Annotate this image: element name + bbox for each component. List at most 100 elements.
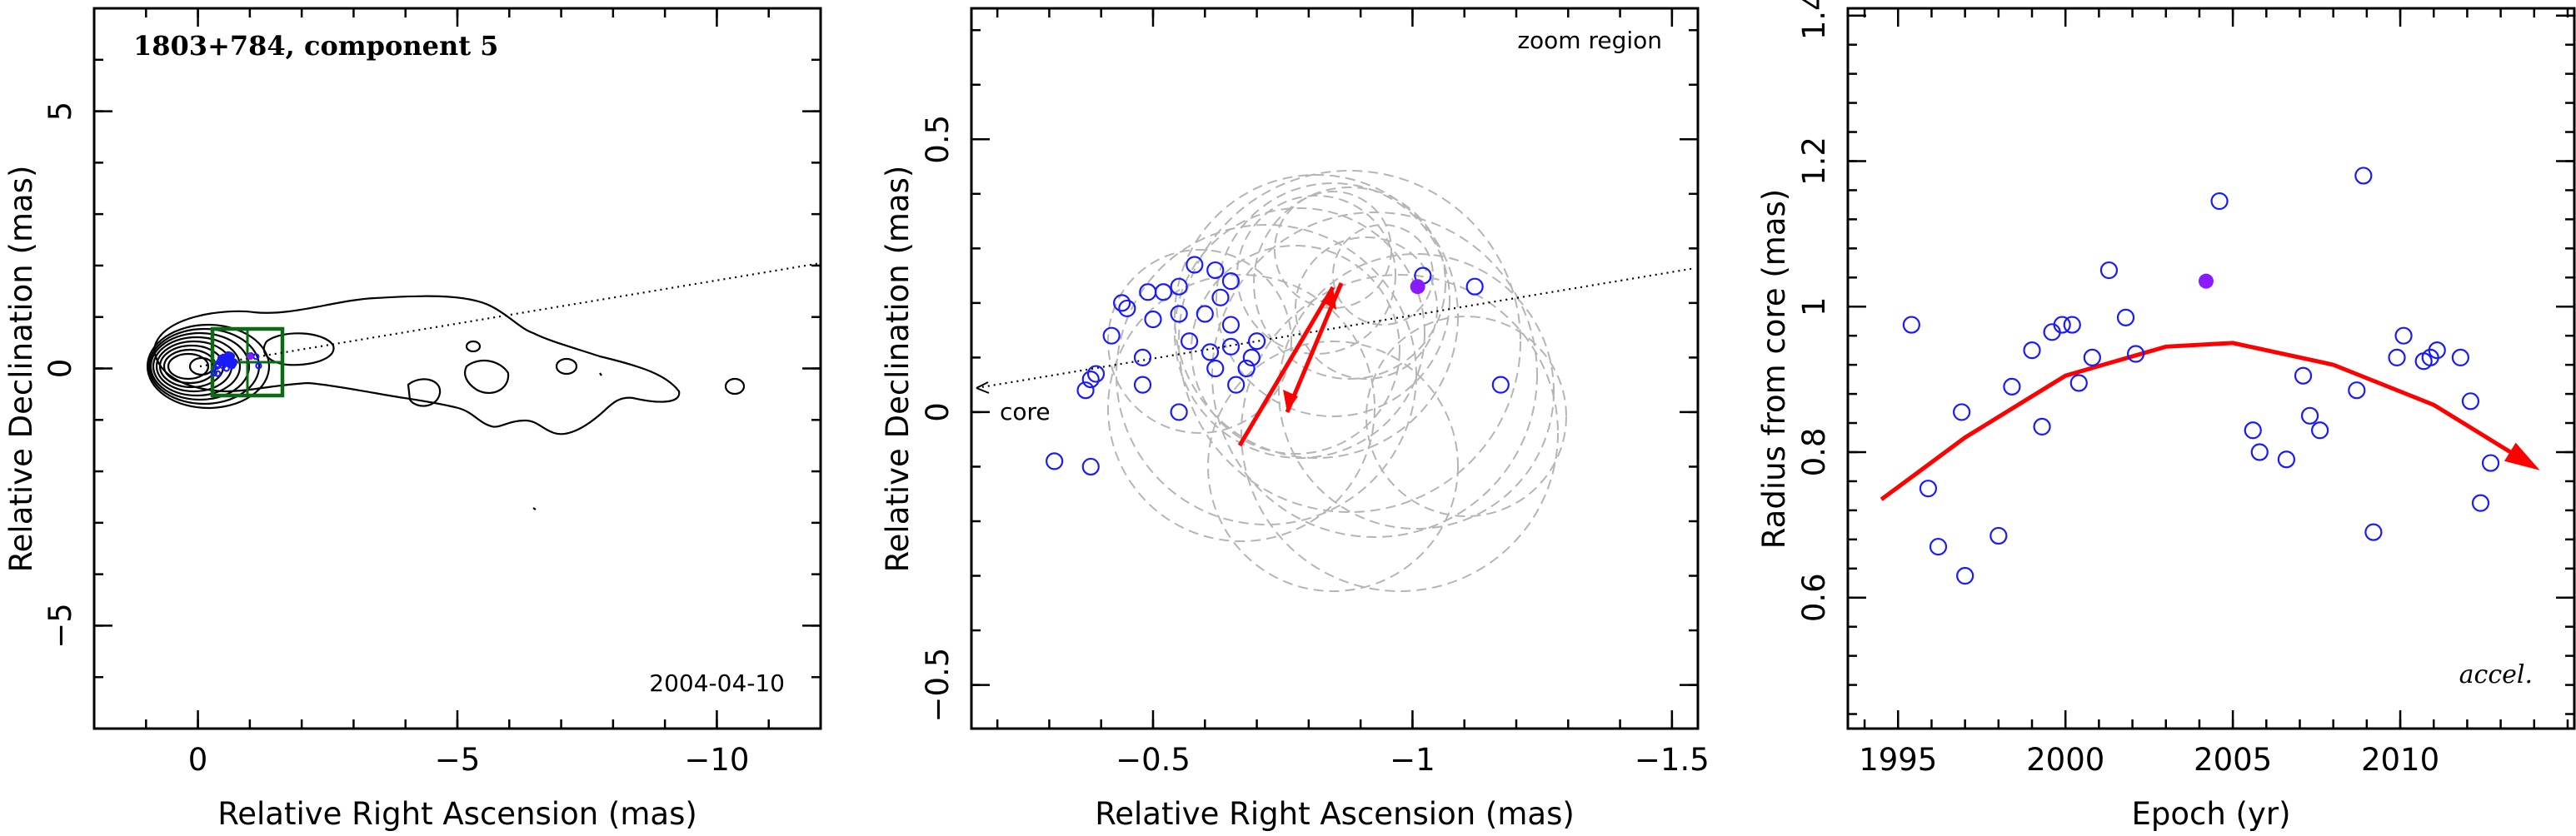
radius-measurement [2348,381,2366,400]
radius-measurement [2364,523,2383,541]
contour-knot-1 [262,332,335,366]
component-position [1237,359,1256,378]
contour-5 [152,336,242,397]
velocity-arrow-1 [1237,286,1335,447]
panel2-points [1046,256,1510,476]
component-position [1081,371,1100,389]
fit-curve-arrowhead [2504,442,2540,470]
velocity-arrow-2 [1285,282,1344,413]
radius-measurement [2354,167,2373,185]
contour-knot-3 [463,359,510,394]
component-position [1242,348,1261,366]
jet-direction-line-zoom [976,266,1696,390]
beam-circle [1207,341,1459,592]
y-tick-label: 1.4 [1796,0,1832,40]
panel2-ticks: −0.5 −1 −1.5 0.5 0 −0.5 [920,8,1710,778]
panel3-ticks: 1995 2000 2005 2010 0.6 0.8 1 1.2 1.4 [1796,0,2574,778]
component-position [1170,403,1188,421]
radius-measurement [2116,308,2135,326]
radius-measurement [2069,374,2088,392]
radius-measurement [2023,341,2041,360]
contour-blob [724,377,746,396]
component-position [1206,359,1225,378]
y-tick-label: −0.5 [920,648,956,723]
x-tick-label: 2010 [2361,742,2439,778]
y-tick-label: 0.8 [1796,428,1832,477]
radius-measurement [2428,341,2446,360]
component-position [1465,277,1484,296]
component-position [210,369,217,377]
y-tick-label: 0 [920,402,956,422]
panel1-xlabel: Relative Right Ascension (mas) [217,796,697,832]
radius-measurement [1953,403,1971,421]
radius-measurement [1929,537,1948,556]
radius-measurement [2210,192,2229,211]
radius-measurement [2126,345,2145,363]
component-position [1186,256,1204,274]
radius-measurement [1956,566,1974,585]
radius-measurement [2394,326,2413,345]
y-tick-label: 1.2 [1796,137,1832,186]
beam-circle [1107,274,1375,542]
beam-circle [1253,187,1446,380]
component-position [1154,283,1173,301]
beam-circle [1178,170,1521,513]
component-position [1046,452,1064,470]
component-position [1180,332,1199,351]
panel3-frame [1846,7,2576,730]
panel1-date: 2004-04-10 [649,669,785,697]
panel-2: −0.5 −1 −1.5 0.5 0 −0.5 zoom region core Rela… [880,7,1710,832]
beam-circle [1116,224,1417,525]
panel1-frame [92,7,822,730]
panel1-points [210,351,262,377]
beam-circle [1191,245,1400,455]
panel1-ticks: 0 −5 −10 5 0 −5 [42,7,822,778]
y-tick-label: 5 [42,102,78,122]
beam-circles [1107,170,1567,592]
radius-measurement [2481,454,2500,472]
x-tick-label: −0.5 [1116,742,1191,778]
beam-circle [1295,236,1438,380]
panel2-xlabel: Relative Right Ascension (mas) [1095,796,1575,832]
radius-measurement [2300,406,2319,425]
component-position [1102,326,1121,345]
contour-2 [146,323,271,410]
panel2-frame [970,7,1700,730]
component-position [1118,299,1136,318]
component-position [1133,348,1152,366]
component-position [1247,332,1266,351]
component-position [1139,283,1157,301]
radius-measurement [2003,377,2021,396]
radius-measurement [2451,348,2469,366]
y-tick-label: 0.6 [1796,573,1832,622]
radius-measurement [1989,526,2008,545]
component-position [1227,376,1246,394]
component-position [255,362,262,370]
panel1-contours [146,295,746,510]
outer-contour [152,295,681,435]
current-epoch-measurement [2198,273,2214,289]
panel3-ylabel: Radius from core (mas) [1756,189,1792,549]
panel1-title: 1803+784, component 5 [133,30,498,62]
radius-measurement [2310,421,2329,440]
radius-measurement [2250,443,2269,461]
beam-circle [1365,316,1567,517]
beam-circle [1332,224,1434,326]
contour-9 [167,352,210,381]
core-label: core [1000,398,1051,425]
beam-circle [1216,182,1450,417]
radius-measurement [2244,421,2262,440]
contour-4 [149,331,251,401]
radius-measurement [2083,348,2101,366]
panel2-ylabel: Relative Declination (mas) [880,166,916,573]
radius-measurement [2099,261,2119,280]
component-position [252,353,260,361]
accel-label: accel. [2459,660,2533,689]
y-tick-label: −5 [42,603,78,649]
component-position [1221,337,1241,356]
y-tick-label: 0.5 [920,115,956,164]
velocity-arrowhead-2 [1283,390,1298,412]
beam-circle [1236,195,1396,355]
radius-measurement [1902,316,1920,334]
